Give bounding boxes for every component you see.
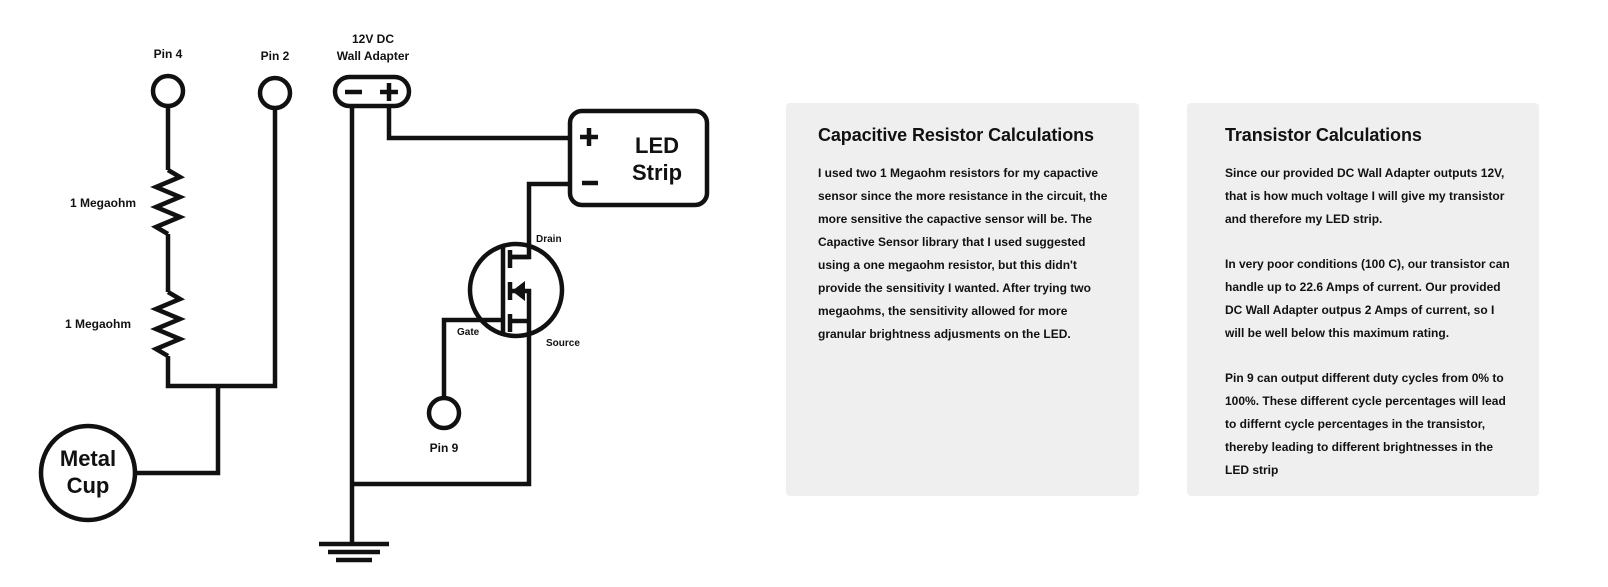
- source-wire: [352, 321, 532, 487]
- pin-9-label: Pin 9: [430, 441, 459, 455]
- pin-2-terminal: Pin 2: [257, 49, 293, 111]
- resistor-1: [150, 168, 186, 236]
- led-strip: LED Strip: [567, 108, 710, 208]
- pin-4-terminal: Pin 4: [150, 47, 186, 109]
- led-label-line2: Strip: [632, 160, 682, 185]
- transistor-panel-paragraph-duty-cycle: Pin 9 can output different duty cycles f…: [1225, 371, 1506, 477]
- drain-label: Drain: [536, 234, 562, 245]
- transistor-panel-paragraph-current: In very poor conditions (100 C), our tra…: [1225, 257, 1510, 340]
- resistor-1-label: 1 Megaohm: [70, 196, 136, 210]
- led-plus-icon: [580, 128, 598, 146]
- metal-cup: Metal Cup: [38, 423, 138, 523]
- capacitive-calculations-panel: Capacitive Resistor Calculations I used …: [786, 103, 1139, 496]
- plus-icon: [380, 83, 398, 101]
- resistor-2-label: 1 Megaohm: [65, 317, 131, 331]
- gate-wire: [441, 317, 503, 398]
- pin-2-label: Pin 2: [261, 49, 290, 63]
- metal-cup-label-line1: Metal: [60, 446, 116, 471]
- adapter-label-line2: Wall Adapter: [337, 49, 410, 63]
- transistor-calculations-panel: Transistor Calculations Since our provid…: [1187, 103, 1539, 496]
- cup-wire: [136, 386, 221, 476]
- circuit-schematic: Pin 4 Pin 2 1 Megaohm 1 Megaohm Metal Cu…: [38, 32, 710, 563]
- resistor-to-junction-wire: [165, 108, 278, 389]
- metal-cup-label-line2: Cup: [67, 473, 110, 498]
- pin-9-terminal: Pin 9: [426, 395, 462, 455]
- resistor-2: [150, 290, 186, 358]
- capacitive-panel-title: Capacitive Resistor Calculations: [818, 125, 1094, 145]
- transistor-panel-paragraph-voltage: Since our provided DC Wall Adapter outpu…: [1225, 166, 1505, 226]
- gate-label: Gate: [457, 327, 480, 338]
- mosfet-transistor: [467, 241, 565, 339]
- source-label: Source: [546, 338, 580, 349]
- led-label-line1: LED: [635, 133, 679, 158]
- supply-wire: [386, 106, 570, 141]
- adapter-label-line1: 12V DC: [352, 32, 394, 46]
- ground-symbol: [319, 541, 389, 563]
- dc-wall-adapter: 12V DC Wall Adapter: [332, 32, 412, 109]
- capacitive-panel-paragraph: I used two 1 Megaohm resistors for my ca…: [818, 166, 1108, 341]
- transistor-panel-title: Transistor Calculations: [1225, 125, 1422, 145]
- pin-4-label: Pin 4: [154, 47, 183, 61]
